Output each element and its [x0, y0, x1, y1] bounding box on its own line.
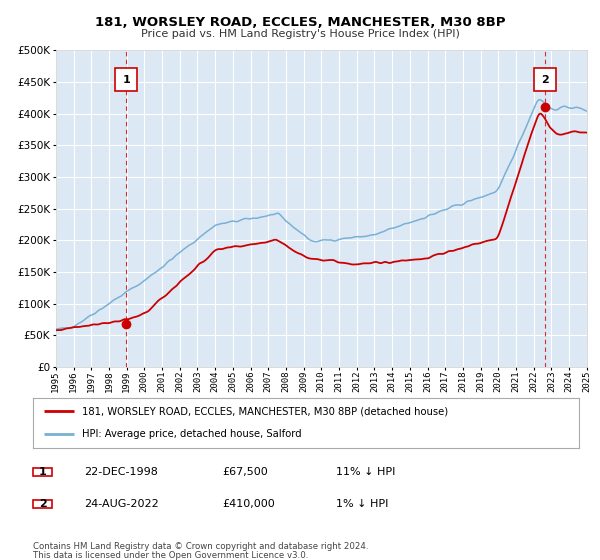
- Text: 11% ↓ HPI: 11% ↓ HPI: [336, 467, 395, 477]
- Text: This data is licensed under the Open Government Licence v3.0.: This data is licensed under the Open Gov…: [33, 551, 308, 560]
- Text: 181, WORSLEY ROAD, ECCLES, MANCHESTER, M30 8BP (detached house): 181, WORSLEY ROAD, ECCLES, MANCHESTER, M…: [82, 406, 448, 416]
- Text: 2: 2: [541, 74, 549, 85]
- Text: 22-DEC-1998: 22-DEC-1998: [84, 467, 158, 477]
- Text: £67,500: £67,500: [222, 467, 268, 477]
- Text: HPI: Average price, detached house, Salford: HPI: Average price, detached house, Salf…: [82, 430, 302, 440]
- Text: £410,000: £410,000: [222, 499, 275, 509]
- Text: Price paid vs. HM Land Registry's House Price Index (HPI): Price paid vs. HM Land Registry's House …: [140, 29, 460, 39]
- Text: 24-AUG-2022: 24-AUG-2022: [84, 499, 159, 509]
- Text: 2: 2: [39, 499, 46, 509]
- Text: 1: 1: [39, 467, 46, 477]
- Text: 181, WORSLEY ROAD, ECCLES, MANCHESTER, M30 8BP: 181, WORSLEY ROAD, ECCLES, MANCHESTER, M…: [95, 16, 505, 29]
- Text: 1% ↓ HPI: 1% ↓ HPI: [336, 499, 388, 509]
- Text: Contains HM Land Registry data © Crown copyright and database right 2024.: Contains HM Land Registry data © Crown c…: [33, 542, 368, 550]
- Text: 1: 1: [122, 74, 130, 85]
